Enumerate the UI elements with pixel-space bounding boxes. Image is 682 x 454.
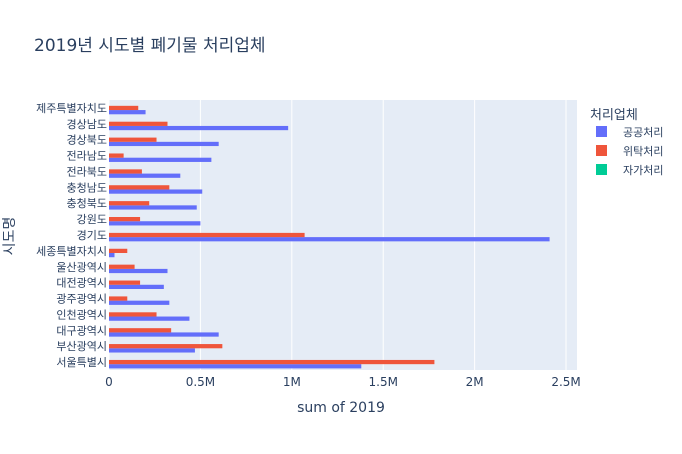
legend-swatch: [596, 145, 607, 156]
y-tick-label: 광주광역시: [56, 293, 107, 306]
y-tick-label: 대전광역시: [56, 277, 107, 290]
y-tick-label: 충청북도: [67, 197, 107, 210]
x-tick-label: 1M: [283, 375, 301, 389]
bar: [109, 285, 164, 289]
bar: [109, 360, 434, 364]
y-tick-label: 강원도: [77, 213, 107, 226]
y-tick-label: 서울특별시: [56, 356, 107, 369]
bar: [109, 153, 124, 157]
bar: [109, 296, 127, 300]
y-axis-title: 시도명: [2, 217, 18, 256]
x-tick-label: 2M: [466, 375, 484, 389]
bar: [109, 169, 142, 173]
y-tick-label: 경상남도: [67, 118, 107, 131]
y-tick-label: 경상북도: [67, 134, 107, 147]
y-tick-label: 세종특별자치시: [36, 245, 107, 258]
bar: [109, 253, 114, 257]
x-axis-title: sum of 2019: [297, 400, 385, 416]
legend-swatch: [596, 126, 607, 137]
bar: [109, 205, 197, 209]
y-tick-label: 전라남도: [67, 150, 107, 163]
legend-item: 공공처리: [623, 126, 663, 139]
y-tick-label: 전라북도: [67, 165, 107, 178]
bar: [109, 364, 361, 368]
bar: [109, 332, 219, 336]
legend-item: 위탁처리: [623, 145, 663, 158]
bar: [109, 328, 171, 332]
y-tick-label: 경기도: [77, 229, 107, 242]
bar: [109, 301, 169, 305]
bar: [109, 106, 138, 110]
x-tick-label: 0: [105, 375, 113, 389]
y-tick-label: 충청남도: [67, 181, 107, 194]
bar: [109, 122, 168, 126]
y-tick-label: 인천광역시: [56, 307, 107, 321]
chart-title: 2019년 시도별 폐기물 처리업체: [34, 36, 266, 56]
bar: [109, 201, 149, 205]
bar: [109, 174, 180, 178]
bar: [109, 158, 211, 162]
bar: [109, 110, 146, 114]
y-tick-label: 대구광역시: [56, 324, 107, 337]
bar: [109, 189, 202, 193]
legend-swatch: [596, 164, 607, 175]
x-tick-label: 2.5M: [551, 375, 580, 389]
x-tick-label: 0.5M: [186, 375, 215, 389]
bar: [109, 233, 305, 237]
bar: [109, 185, 169, 189]
bar: [109, 138, 157, 142]
bar: [109, 237, 550, 241]
legend-title: 처리업체: [590, 108, 638, 123]
bar: [109, 221, 200, 225]
x-tick-label: 1.5M: [369, 375, 398, 389]
bar: [109, 348, 195, 352]
bar: [109, 249, 127, 253]
y-tick-label: 제주특별자치도: [36, 102, 107, 115]
bar: [109, 317, 189, 321]
bar: [109, 265, 135, 269]
bar: [109, 281, 140, 285]
bar: [109, 312, 157, 316]
bar: [109, 344, 222, 348]
bar: [109, 269, 168, 273]
legend-item: 자가처리: [623, 164, 663, 177]
y-tick-label: 울산광역시: [56, 261, 107, 274]
y-tick-label: 부산광역시: [56, 340, 107, 353]
bar: [109, 142, 219, 146]
bar: [109, 217, 140, 221]
bar: [109, 126, 288, 130]
